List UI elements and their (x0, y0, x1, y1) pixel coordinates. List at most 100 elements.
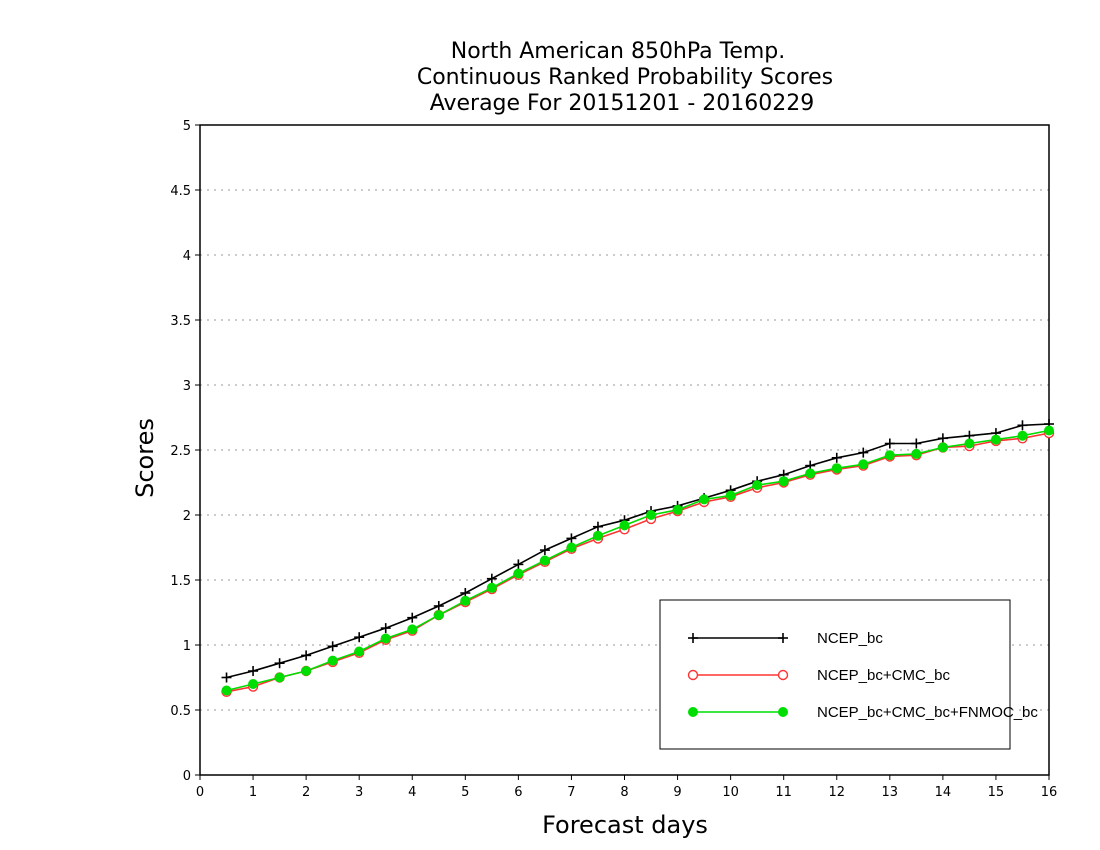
data-point (327, 655, 338, 666)
data-point (619, 520, 630, 531)
data-point (221, 685, 232, 696)
data-point (301, 650, 312, 661)
y-tick-label: 0.5 (170, 704, 191, 719)
data-point (688, 633, 698, 643)
data-point (646, 510, 657, 520)
data-point (221, 672, 232, 683)
data-point (486, 582, 497, 593)
x-tick-label: 2 (302, 785, 310, 800)
chart-title-line-1: North American 850hPa Temp. (451, 39, 786, 64)
legend-label: NCEP_bc+CMC_bc (817, 667, 950, 684)
x-tick-label: 5 (461, 785, 469, 800)
data-point (301, 666, 312, 676)
data-point (911, 438, 922, 449)
data-point (380, 623, 391, 634)
data-point (858, 447, 869, 458)
data-point (831, 463, 842, 474)
series-layer (221, 419, 1055, 697)
x-tick-label: 0 (196, 785, 204, 800)
y-tick-label: 1.5 (170, 574, 191, 589)
data-point (539, 545, 550, 556)
legend-label: NCEP_bc+CMC_bc+FNMOC_bc (817, 704, 1038, 721)
data-point (274, 672, 285, 683)
data-point (937, 433, 948, 444)
data-point (433, 601, 444, 611)
data-point (778, 707, 788, 717)
axis-ticks: 00.511.522.533.544.550 1 2 3 4 5 6 7 8 9 10 11 12 13 1… (170, 119, 1057, 800)
data-point (687, 669, 699, 681)
data-point (380, 633, 391, 644)
y-tick-label: 1 (183, 639, 191, 654)
data-point (513, 559, 524, 570)
data-point (460, 595, 471, 606)
data-point (688, 707, 698, 717)
x-tick-label: 3 (355, 785, 363, 800)
chart-title-line-3: Average For 20151201 - 20160229 (430, 91, 815, 116)
x-tick-label: 10 (722, 785, 739, 800)
data-point (407, 624, 418, 635)
data-point (964, 438, 975, 449)
data-point (778, 633, 788, 643)
legend-entry-2: NCEP_bc+CMC_bc (687, 667, 950, 684)
data-point (752, 480, 763, 491)
y-tick-label: 5 (183, 119, 191, 134)
y-tick-label: 3 (183, 379, 191, 394)
x-tick-label: 1 (249, 785, 257, 800)
x-tick-label: 12 (828, 785, 845, 800)
data-point (1044, 425, 1054, 436)
x-tick-label: 11 (775, 785, 792, 800)
data-point (433, 610, 444, 621)
legend: NCEP_bc NCEP_bc+CMC_bc NCEP_bc+CMC_bc+FNMO… (659, 599, 1038, 750)
data-point (486, 573, 497, 584)
x-tick-label: 15 (988, 785, 1005, 800)
y-tick-label: 2 (183, 509, 191, 524)
data-point (248, 666, 259, 676)
x-tick-label: 4 (408, 785, 416, 800)
data-point (725, 490, 736, 501)
data-point (513, 568, 524, 579)
data-point (990, 434, 1001, 445)
x-tick-label: 13 (882, 785, 899, 800)
data-point (1017, 430, 1028, 441)
x-axis-label: Forecast days (542, 811, 708, 839)
y-tick-label: 4 (183, 249, 191, 264)
data-point (407, 612, 418, 623)
data-point (672, 504, 683, 515)
data-point (937, 442, 948, 453)
data-point (327, 641, 338, 652)
data-point (884, 450, 895, 461)
data-point (911, 448, 922, 459)
data-point (778, 476, 789, 487)
y-tick-label: 2.5 (170, 444, 191, 459)
y-tick-label: 3.5 (170, 314, 191, 329)
data-point (777, 669, 789, 681)
x-tick-label: 7 (567, 785, 575, 800)
data-point (699, 494, 710, 505)
y-axis-label: Scores (131, 418, 159, 498)
y-tick-label: 4.5 (170, 184, 191, 199)
legend-label: NCEP_bc (817, 630, 883, 647)
data-point (354, 632, 365, 643)
data-point (354, 646, 365, 657)
x-tick-label: 16 (1041, 785, 1058, 800)
x-tick-label: 14 (935, 785, 952, 800)
data-point (248, 679, 259, 689)
data-point (805, 468, 816, 479)
x-tick-label: 8 (620, 785, 628, 800)
data-point (884, 438, 895, 449)
data-point (1017, 420, 1028, 431)
series-3 (221, 425, 1054, 696)
data-point (831, 452, 842, 463)
chart-title-line-2: Continuous Ranked Probability Scores (417, 65, 833, 90)
data-point (539, 555, 550, 566)
legend-entry-1: NCEP_bc (688, 630, 883, 647)
data-point (592, 521, 603, 532)
data-point (566, 533, 577, 544)
x-tick-label: 9 (673, 785, 681, 800)
legend-entry-3: NCEP_bc+CMC_bc+FNMOC_bc (688, 704, 1038, 721)
y-tick-label: 0 (183, 769, 191, 784)
data-point (566, 542, 577, 553)
x-tick-label: 6 (514, 785, 522, 800)
data-point (274, 658, 285, 669)
